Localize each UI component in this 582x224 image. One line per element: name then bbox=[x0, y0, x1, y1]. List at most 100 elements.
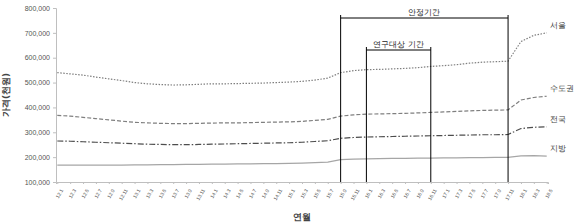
x-tick-mark bbox=[341, 182, 342, 184]
x-tick-label: 16.1 bbox=[363, 188, 373, 200]
lines bbox=[57, 33, 546, 165]
annotation: 안정기간 bbox=[341, 8, 508, 182]
x-tick-mark bbox=[534, 182, 535, 184]
x-tick-label: 16.3 bbox=[376, 188, 386, 200]
x-tick-label: 13.1 bbox=[131, 188, 141, 200]
x-tick-label: 16.7 bbox=[402, 188, 412, 200]
x-tick-mark bbox=[57, 182, 58, 184]
y-tick: 400,000 bbox=[25, 104, 56, 111]
x-tick-mark bbox=[469, 182, 470, 184]
y-tick-mark bbox=[53, 33, 56, 34]
x-tick: 16.5 bbox=[389, 182, 399, 199]
x-tick: 15.3 bbox=[299, 182, 309, 199]
x-tick-label: 12.5 bbox=[80, 188, 90, 200]
annotation-label: 연구대상 기간 bbox=[373, 40, 424, 49]
x-tick-mark bbox=[418, 182, 419, 184]
y-tick-mark bbox=[53, 132, 56, 133]
annotation-bracket bbox=[366, 50, 430, 51]
annotation-end-line bbox=[508, 15, 509, 182]
x-tick: 12.5 bbox=[80, 182, 90, 199]
series-line bbox=[57, 33, 546, 85]
y-tick-label: 500,000 bbox=[25, 79, 50, 86]
x-tick-label: 18.1 bbox=[518, 188, 528, 200]
x-tick-mark bbox=[431, 182, 432, 184]
x-tick-mark bbox=[70, 182, 71, 184]
x-tick-mark bbox=[328, 182, 329, 184]
x-tick-label: 17.5 bbox=[466, 188, 476, 200]
x-tick: 14.3 bbox=[222, 182, 232, 199]
x-tick-mark bbox=[238, 182, 239, 184]
annotation-start-line bbox=[366, 47, 367, 182]
x-tick: 14.1 bbox=[209, 182, 219, 199]
y-tick: 500,000 bbox=[25, 79, 56, 86]
x-tick: 17.9 bbox=[492, 182, 502, 199]
x-axis-line bbox=[57, 183, 549, 185]
x-tick-mark bbox=[508, 182, 509, 184]
x-tick: 13.3 bbox=[144, 182, 154, 199]
x-tick-mark bbox=[173, 182, 174, 184]
x-tick-mark bbox=[135, 182, 136, 184]
x-tick-label: 12.9 bbox=[106, 188, 116, 200]
x-tick: 14.7 bbox=[247, 182, 257, 199]
x-tick: 18.1 bbox=[518, 182, 528, 199]
x-tick: 18.3 bbox=[531, 182, 541, 199]
x-tick-label: 18.3 bbox=[531, 188, 541, 200]
x-tick-mark bbox=[379, 182, 380, 184]
x-tick-label: 17.9 bbox=[492, 188, 502, 200]
y-tick-mark bbox=[53, 58, 56, 59]
y-tick-label: 300,000 bbox=[25, 129, 50, 136]
x-tick-label: 16.5 bbox=[389, 188, 399, 200]
x-tick-label: 14.5 bbox=[235, 188, 245, 200]
x-tick-label: 15.11 bbox=[349, 188, 360, 202]
x-tick-mark bbox=[147, 182, 148, 184]
series-label: 전국 bbox=[550, 115, 566, 124]
x-tick-mark bbox=[186, 182, 187, 184]
x-tick-mark bbox=[547, 182, 548, 184]
x-tick: 12.11 bbox=[117, 182, 128, 201]
y-tick-mark bbox=[53, 157, 56, 158]
x-tick-mark bbox=[521, 182, 522, 184]
x-axis-title: 연월 bbox=[293, 212, 311, 222]
y-tick: 700,000 bbox=[25, 30, 56, 37]
x-tick-mark bbox=[263, 182, 264, 184]
x-tick-mark bbox=[302, 182, 303, 184]
x-tick-label: 12.7 bbox=[93, 188, 103, 200]
x-tick: 16.3 bbox=[376, 182, 386, 199]
x-tick-label: 13.5 bbox=[157, 188, 167, 200]
x-tick-mark bbox=[366, 182, 367, 184]
x-tick-mark bbox=[199, 182, 200, 184]
x-tick-label: 12.1 bbox=[54, 188, 64, 200]
x-tick-label: 12.3 bbox=[67, 188, 77, 200]
x-tick: 17.7 bbox=[479, 182, 489, 199]
x-tick-label: 18.5 bbox=[544, 188, 554, 200]
x-tick-label: 14.3 bbox=[222, 188, 232, 200]
y-tick-label: 200,000 bbox=[25, 154, 50, 161]
annotation-bracket bbox=[341, 18, 508, 19]
x-tick-label: 13.7 bbox=[170, 188, 180, 200]
x-tick-mark bbox=[212, 182, 213, 184]
y-tick-mark bbox=[53, 107, 56, 108]
annotation: 연구대상 기간 bbox=[366, 40, 430, 182]
y-axis: 100,000200,000300,000400,000500,000600,0… bbox=[25, 5, 57, 186]
x-tick: 17.5 bbox=[466, 182, 476, 199]
chart: 100,000200,000300,000400,000500,000600,0… bbox=[0, 0, 582, 224]
x-tick-mark bbox=[495, 182, 496, 184]
x-tick-mark bbox=[482, 182, 483, 184]
y-tick-mark bbox=[53, 83, 56, 84]
y-tick-label: 600,000 bbox=[25, 54, 50, 61]
x-tick-label: 15.1 bbox=[286, 188, 296, 200]
x-tick-mark bbox=[96, 182, 97, 184]
x-tick: 15.9 bbox=[338, 182, 348, 199]
x-tick-label: 14.11 bbox=[272, 188, 283, 202]
x-tick: 12.3 bbox=[67, 182, 77, 199]
y-tick: 600,000 bbox=[25, 54, 56, 61]
x-tick: 16.1 bbox=[363, 182, 373, 199]
y-tick: 200,000 bbox=[25, 154, 56, 161]
series-label: 수도권 bbox=[550, 84, 574, 93]
x-tick: 17.11 bbox=[504, 182, 515, 201]
x-tick: 17.3 bbox=[453, 182, 463, 199]
x-tick: 16.7 bbox=[402, 182, 412, 199]
x-tick-label: 15.5 bbox=[312, 188, 322, 200]
x-tick-label: 13.9 bbox=[183, 188, 193, 200]
series-line bbox=[57, 127, 546, 145]
